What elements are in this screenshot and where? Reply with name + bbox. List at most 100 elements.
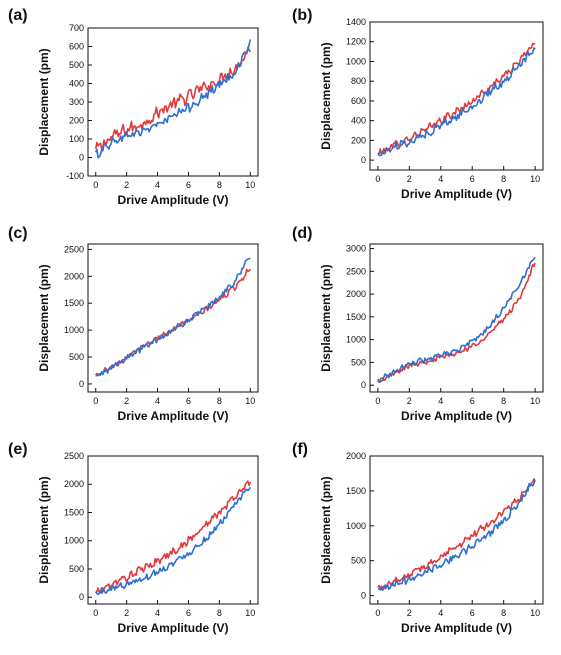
x-tick-label: 10 xyxy=(530,174,540,184)
y-axis-label: Displacement (pm) xyxy=(319,476,333,583)
y-axis-label: Displacement (pm) xyxy=(319,42,333,149)
y-tick-label: 500 xyxy=(69,352,84,362)
x-tick-label: 8 xyxy=(217,180,222,190)
x-tick-label: 0 xyxy=(93,396,98,406)
x-tick-label: 6 xyxy=(470,608,475,618)
chart-panel-e: (e) 0 2 4 6 8 10 0 500 1000 1500 2000 2500 Drive Ampl… xyxy=(8,441,259,635)
x-tick-label: 6 xyxy=(186,396,191,406)
y-tick-label: 2500 xyxy=(346,266,366,276)
x-axis-label: Drive Amplitude (V) xyxy=(118,193,229,207)
y-axis-label: Displacement (pm) xyxy=(37,264,51,371)
y-tick-label: 1400 xyxy=(346,17,366,27)
x-tick-label: 10 xyxy=(245,608,255,618)
x-tick-label: 10 xyxy=(245,180,255,190)
y-tick-label: 0 xyxy=(79,379,84,389)
series-line-blue xyxy=(95,257,251,377)
x-tick-label: 4 xyxy=(155,180,160,190)
plot-frame xyxy=(87,455,259,605)
series-line-red xyxy=(94,46,251,150)
x-tick-label: 4 xyxy=(155,608,160,618)
x-tick-label: 4 xyxy=(438,608,443,618)
panel-label: (a) xyxy=(8,7,28,24)
x-tick-label: 6 xyxy=(186,608,191,618)
x-tick-label: 8 xyxy=(501,608,506,618)
y-tick-label: 600 xyxy=(351,96,366,106)
y-axis-label: Displacement (pm) xyxy=(37,48,51,155)
y-tick-label: 200 xyxy=(69,116,84,126)
y-tick-label: 600 xyxy=(69,42,84,52)
plot-frame xyxy=(369,455,544,605)
x-tick-label: 0 xyxy=(93,180,98,190)
series-line-red xyxy=(377,42,536,156)
y-tick-label: 0 xyxy=(361,155,366,165)
x-tick-label: 10 xyxy=(245,396,255,406)
y-tick-label: 1500 xyxy=(64,507,84,517)
y-tick-label: 2500 xyxy=(64,451,84,461)
y-tick-label: -100 xyxy=(66,171,84,181)
y-tick-label: 2000 xyxy=(346,451,366,461)
x-tick-label: 8 xyxy=(501,396,506,406)
chart-panel-c: (c) 0 2 4 6 8 10 0 500 1000 1500 2000 2500 Drive Ampl… xyxy=(8,225,259,423)
y-tick-label: 500 xyxy=(69,564,84,574)
series-line-blue xyxy=(377,256,536,383)
y-tick-label: 500 xyxy=(351,357,366,367)
y-tick-label: 100 xyxy=(69,134,84,144)
panel-label: (b) xyxy=(292,7,312,24)
plot-frame xyxy=(369,21,544,171)
y-tick-label: 1000 xyxy=(346,335,366,345)
plot-frame xyxy=(87,243,259,393)
y-tick-label: 500 xyxy=(69,60,84,70)
y-tick-label: 200 xyxy=(351,135,366,145)
x-tick-label: 0 xyxy=(375,174,380,184)
x-axis-label: Drive Amplitude (V) xyxy=(118,409,229,423)
panel-label: (f) xyxy=(292,441,308,458)
chart-panel-f: (f) 0 2 4 6 8 10 0 500 1000 1500 2000 Drive Amplitud… xyxy=(292,441,544,635)
y-tick-label: 300 xyxy=(69,97,84,107)
x-axis-label: Drive Amplitude (V) xyxy=(401,621,512,635)
y-axis-label: Displacement (pm) xyxy=(37,476,51,583)
x-tick-label: 6 xyxy=(186,180,191,190)
y-tick-label: 0 xyxy=(361,380,366,390)
x-tick-label: 6 xyxy=(470,396,475,406)
series-line-blue xyxy=(377,479,536,592)
x-tick-label: 2 xyxy=(124,396,129,406)
y-tick-label: 1500 xyxy=(346,486,366,496)
x-axis-label: Drive Amplitude (V) xyxy=(118,621,229,635)
series-line-red xyxy=(95,268,251,376)
plot-frame xyxy=(369,243,544,393)
x-axis-label: Drive Amplitude (V) xyxy=(401,409,512,423)
series-line-blue xyxy=(94,39,252,159)
y-axis-label: Displacement (pm) xyxy=(319,264,333,371)
x-tick-label: 8 xyxy=(217,396,222,406)
y-tick-label: 0 xyxy=(361,591,366,601)
y-tick-label: 3000 xyxy=(346,244,366,254)
x-tick-label: 4 xyxy=(438,174,443,184)
y-tick-label: 1000 xyxy=(64,536,84,546)
y-tick-label: 1200 xyxy=(346,37,366,47)
panel-label: (d) xyxy=(292,225,312,242)
series-line-red xyxy=(377,478,536,591)
y-tick-label: 1000 xyxy=(64,325,84,335)
x-tick-label: 2 xyxy=(124,608,129,618)
x-tick-label: 8 xyxy=(501,174,506,184)
y-tick-label: 0 xyxy=(79,592,84,602)
x-tick-label: 6 xyxy=(470,174,475,184)
series-line-red xyxy=(377,262,536,384)
y-tick-label: 1000 xyxy=(346,521,366,531)
y-tick-label: 500 xyxy=(351,556,366,566)
panel-label: (c) xyxy=(8,225,28,242)
y-tick-label: 0 xyxy=(79,153,84,163)
x-tick-label: 4 xyxy=(438,396,443,406)
x-axis-label: Drive Amplitude (V) xyxy=(401,187,512,201)
y-tick-label: 2500 xyxy=(64,244,84,254)
x-tick-label: 2 xyxy=(124,180,129,190)
series-line-red xyxy=(95,480,252,594)
y-tick-label: 400 xyxy=(69,79,84,89)
x-tick-label: 2 xyxy=(407,608,412,618)
y-tick-label: 1500 xyxy=(64,298,84,308)
y-tick-label: 1500 xyxy=(346,312,366,322)
y-tick-label: 800 xyxy=(351,76,366,86)
x-tick-label: 10 xyxy=(530,396,540,406)
x-tick-label: 2 xyxy=(407,174,412,184)
